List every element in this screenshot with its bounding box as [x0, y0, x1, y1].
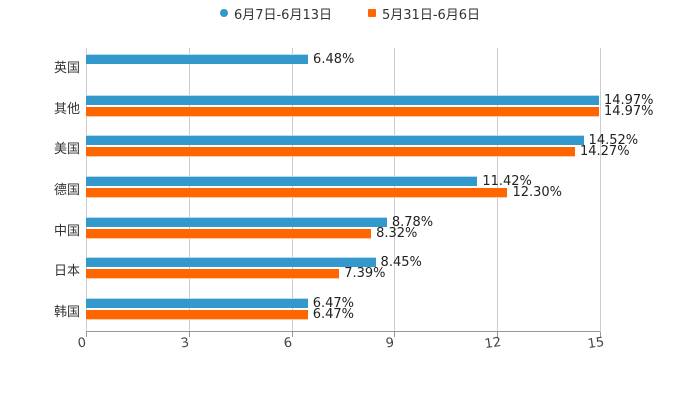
- bar-series-0[interactable]: [86, 258, 376, 268]
- x-tick: [188, 332, 190, 337]
- data-label: 8.32%: [376, 225, 418, 241]
- category-label: 德国: [53, 183, 80, 198]
- legend-item-series-1[interactable]: 5月31日-6月6日: [368, 4, 481, 23]
- data-label: 14.97%: [603, 103, 654, 119]
- bar-series-0[interactable]: [86, 217, 387, 227]
- bar-series-0[interactable]: [86, 298, 308, 308]
- data-label: 12.30%: [512, 185, 563, 200]
- data-label: 11.42%: [482, 174, 532, 189]
- bar-series-0[interactable]: [86, 95, 599, 105]
- category-label: 英国: [53, 61, 80, 77]
- data-label: 8.45%: [380, 255, 422, 271]
- bar-series-1[interactable]: [86, 269, 340, 279]
- data-label: 6.47%: [312, 295, 355, 311]
- data-label: 14.97%: [603, 92, 654, 108]
- x-tick-label: 12: [483, 334, 503, 353]
- bar-series-1[interactable]: [86, 188, 508, 197]
- bar-series-0[interactable]: [86, 136, 584, 146]
- bar-series-0[interactable]: [86, 177, 478, 186]
- x-tick: [497, 332, 499, 337]
- x-tick-label: 3: [179, 335, 190, 352]
- bar-series-1[interactable]: [86, 147, 575, 157]
- data-label: 14.52%: [588, 133, 639, 149]
- category-label: 其他: [53, 101, 80, 117]
- x-tick-label: 9: [385, 335, 396, 352]
- category-label: 美国: [53, 142, 80, 158]
- bar-series-1[interactable]: [86, 106, 599, 116]
- x-tick: [394, 332, 396, 337]
- gridline: [600, 48, 601, 332]
- square-marker-icon: [368, 9, 376, 17]
- data-label: 6.48%: [313, 52, 355, 68]
- x-tick: [86, 332, 87, 337]
- bar-series-1[interactable]: [86, 309, 308, 319]
- bar-series-0[interactable]: [86, 55, 309, 65]
- category-label: 日本: [53, 264, 80, 280]
- data-label: 14.27%: [579, 144, 630, 160]
- x-tick-label: 15: [586, 334, 606, 353]
- category-label: 韩国: [53, 304, 80, 320]
- legend-label: 5月31日-6月6日: [382, 7, 481, 23]
- x-tick: [291, 332, 293, 337]
- x-tick: [600, 332, 601, 337]
- bar-series-1[interactable]: [86, 228, 372, 238]
- x-axis-line: [86, 331, 600, 332]
- legend-label: 6月7日-6月13日: [233, 7, 332, 23]
- chart-legend: 6月7日-6月13日 5月31日-6月6日: [0, 4, 700, 23]
- data-label: 7.39%: [344, 266, 386, 282]
- x-tick-label: 0: [76, 335, 88, 352]
- legend-item-series-0[interactable]: 6月7日-6月13日: [219, 4, 332, 23]
- data-label: 8.78%: [391, 214, 434, 230]
- circle-marker-icon: [219, 9, 228, 17]
- category-label: 中国: [53, 223, 80, 239]
- plot-area: 6.48% 14.97% 14.97% 14.52% 14.27% 11.42% 12.30…: [86, 48, 654, 337]
- x-tick-label: 6: [282, 335, 293, 352]
- data-label: 6.47%: [312, 306, 355, 322]
